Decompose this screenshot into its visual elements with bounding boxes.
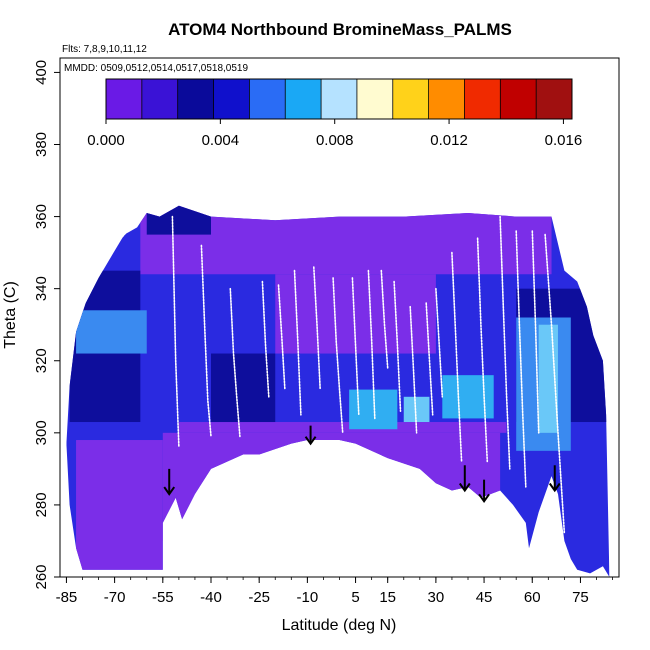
x-tick-label: 15 bbox=[379, 589, 396, 606]
flight-track bbox=[544, 233, 566, 535]
x-tick-label: 75 bbox=[572, 589, 589, 606]
flight-track bbox=[435, 287, 444, 398]
colorbar-segment bbox=[356, 79, 394, 119]
x-tick-label: 45 bbox=[476, 589, 493, 606]
colorbar-segment bbox=[141, 79, 179, 119]
flight-track bbox=[351, 277, 360, 416]
colorbar-segment bbox=[285, 79, 322, 119]
x-tick-label: 5 bbox=[351, 589, 359, 606]
arrow-head bbox=[548, 482, 561, 493]
flight-track bbox=[380, 269, 389, 369]
arrows bbox=[163, 425, 561, 504]
flight-track bbox=[312, 266, 322, 391]
flight-track bbox=[277, 284, 286, 391]
y-tick-label: 400 bbox=[33, 60, 50, 85]
colorbar-segment bbox=[249, 79, 286, 119]
flight-track bbox=[261, 280, 270, 398]
colorbar: 0.000 0.004 0.008 0.012 0.016 bbox=[87, 78, 583, 149]
colorbar-segment bbox=[213, 79, 250, 119]
x-tick-label: -85 bbox=[56, 589, 78, 606]
chart-title: ATOM4 Northbound BromineMass_PALMS bbox=[168, 20, 512, 39]
flight-track bbox=[229, 287, 241, 438]
colorbar-segment bbox=[428, 79, 465, 119]
y-axis-label: Theta (C) bbox=[2, 281, 19, 349]
y-tick-label: 340 bbox=[33, 276, 50, 301]
y-axis: 260 280 300 320 340 360 380 400 bbox=[33, 60, 60, 590]
flight-track bbox=[409, 305, 418, 434]
flight-track bbox=[393, 280, 402, 413]
dates-note: MMDD: 0509,0512,0514,0517,0518,0519 bbox=[64, 63, 248, 74]
y-tick-label: 320 bbox=[33, 348, 50, 373]
y-tick-label: 360 bbox=[33, 204, 50, 229]
colorbar-segment bbox=[464, 79, 501, 119]
heatmap-cell bbox=[349, 389, 398, 430]
colorbar-tick-label: 0.008 bbox=[316, 132, 354, 149]
y-tick-label: 380 bbox=[33, 132, 50, 157]
x-tick-label: 60 bbox=[524, 589, 541, 606]
colorbar-segment bbox=[392, 79, 430, 119]
flight-track bbox=[84, 197, 170, 276]
x-tick-label: -25 bbox=[248, 589, 270, 606]
flight-track bbox=[531, 230, 540, 434]
colorbar-segment bbox=[177, 79, 215, 119]
flight-track bbox=[476, 237, 489, 463]
heatmap-cell bbox=[146, 205, 211, 235]
colorbar-tick-label: 0.004 bbox=[202, 132, 240, 149]
y-tick-label: 300 bbox=[33, 420, 50, 445]
flight-track bbox=[499, 215, 511, 470]
flight-track bbox=[200, 244, 212, 438]
colorbar-segment bbox=[321, 79, 358, 119]
heatmap-cell bbox=[76, 440, 163, 577]
colorbar-segment bbox=[500, 79, 537, 119]
colorbar-tick-label: 0.000 bbox=[87, 132, 125, 149]
x-axis: -85 -70 -55 -40 -25 -10 5 15 30 45 60 75 bbox=[56, 577, 613, 606]
flight-track bbox=[171, 215, 180, 449]
x-tick-label: -40 bbox=[200, 589, 222, 606]
flight-track bbox=[425, 302, 434, 416]
heatmap-cell bbox=[162, 432, 501, 541]
x-tick-label: -55 bbox=[152, 589, 174, 606]
y-tick-label: 280 bbox=[33, 492, 50, 517]
colorbar-tick-label: 0.012 bbox=[430, 132, 468, 149]
heatmap-cell bbox=[76, 310, 147, 354]
flight-tracks bbox=[84, 197, 566, 535]
heatmap-cell bbox=[442, 375, 494, 419]
flight-track bbox=[515, 230, 527, 488]
arrow-head bbox=[304, 436, 317, 446]
flight-track bbox=[293, 269, 302, 416]
x-axis-label: Latitude (deg N) bbox=[282, 617, 397, 634]
flights-note: Flts: 7,8,9,10,11,12 bbox=[62, 44, 147, 55]
arrow-head bbox=[163, 486, 176, 496]
x-tick-label: -70 bbox=[104, 589, 126, 606]
flight-track bbox=[451, 251, 463, 463]
heatmap-cell bbox=[210, 353, 276, 423]
colorbar-segment bbox=[536, 79, 573, 119]
x-tick-label: 30 bbox=[428, 589, 445, 606]
flight-track bbox=[332, 277, 344, 434]
y-tick-label: 260 bbox=[33, 564, 50, 589]
arrow-head bbox=[478, 493, 490, 504]
colorbar-frame bbox=[105, 78, 573, 120]
arrow-head bbox=[458, 482, 471, 493]
colorbar-tick-label: 0.016 bbox=[545, 132, 583, 149]
heatmap-area bbox=[66, 205, 610, 578]
x-tick-label: -10 bbox=[297, 589, 319, 606]
flight-track bbox=[367, 269, 376, 420]
colorbar-segment bbox=[106, 79, 143, 119]
